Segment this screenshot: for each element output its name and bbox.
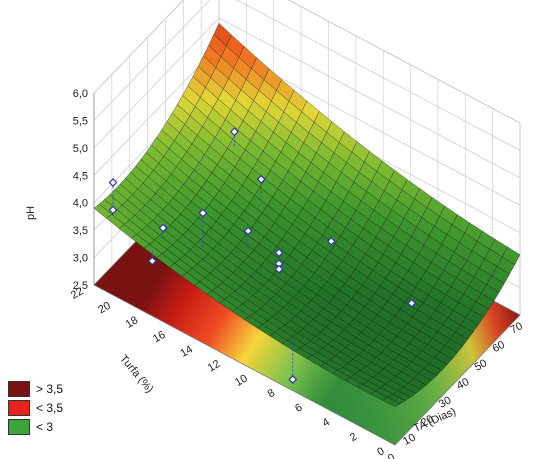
legend-swatch [8,419,30,435]
z-tick-label: 5,5 [73,115,88,127]
data-point [288,374,298,384]
data-point [274,248,284,258]
surface-cell [382,397,401,407]
z-tick-label: 4,5 [73,170,88,182]
y-tick-label: 14 [178,343,195,360]
y-tick-label: 4 [320,416,331,429]
x-tick-label: 0 [386,452,397,459]
legend: > 3,5 < 3,5 < 3 [8,380,63,437]
z-gridline [93,0,521,151]
data-point [158,223,168,233]
z-gridline [93,0,521,124]
y-tick-label: 8 [266,387,277,400]
data-point [243,226,253,236]
legend-label: < 3 [36,420,54,434]
x-tick-label: 50 [473,357,489,373]
data-point [256,174,266,184]
z-tick-label: 5,0 [73,143,88,155]
legend-item: < 3 [8,418,63,436]
legend-swatch [8,400,30,416]
y-tick-label: 20 [96,300,113,317]
y-tick-label: 22 [69,285,86,302]
x-tick-label: 60 [491,339,507,355]
observed-points [108,127,417,384]
z-tick-label: 6,0 [73,88,88,100]
z-tick-label: 3,0 [73,253,88,265]
x-tick-label: 20 [419,413,435,429]
z-tick-label: 4,0 [73,198,88,210]
x-tick-label: 10 [401,432,417,448]
z-tick-label: 3,5 [73,225,88,237]
y-tick-label: 6 [293,402,304,415]
y-tick-label: 10 [233,372,250,389]
legend-item: < 3,5 [8,399,63,417]
surface-mesh [93,22,521,407]
z-axis-label: pH [25,206,37,220]
x-tick-label: 70 [508,320,524,336]
y-axis-label: Turfa (%) [117,353,155,396]
legend-swatch [8,381,30,397]
y-tick-label: 12 [206,358,223,375]
y-tick-label: 2 [348,431,359,444]
data-point [407,298,417,308]
y-tick-label: 18 [124,314,141,331]
legend-label: > 3,5 [36,382,64,396]
y-tick-label: 0 [375,445,386,458]
axis-ticks: 2,53,03,54,04,55,05,56,00102030405060700… [69,88,525,459]
data-point [326,236,336,246]
legend-label: < 3,5 [36,401,64,415]
data-point [229,127,239,137]
x-tick-label: 40 [455,376,471,392]
data-point [108,178,118,187]
data-point [274,264,284,274]
z-tick-label: 2,5 [73,280,88,292]
data-point [108,205,118,215]
data-point [198,208,208,218]
legend-item: > 3,5 [8,380,63,398]
data-point [147,256,157,266]
y-tick-label: 16 [151,329,168,346]
x-tick-label: 30 [437,394,453,410]
